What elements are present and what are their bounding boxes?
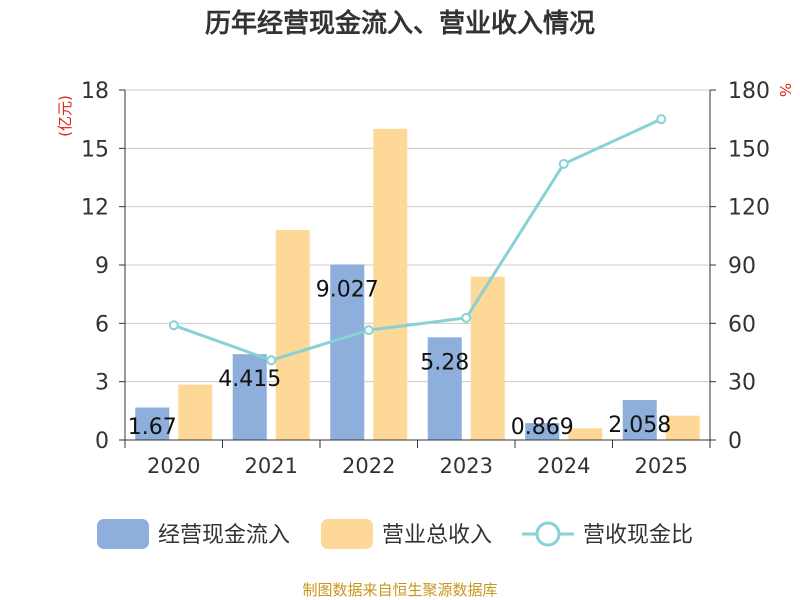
line-point	[266, 355, 277, 366]
right-axis-tick-label: 120	[728, 196, 770, 221]
line-point	[656, 114, 667, 125]
source-note: 制图数据来自恒生聚源数据库	[302, 581, 497, 599]
bar-operating-cash-inflow	[525, 423, 560, 440]
bar-operating-cash-inflow	[135, 407, 170, 440]
left-axis-tick-label: 15	[81, 137, 109, 162]
x-axis-tick-label: 2024	[537, 454, 590, 478]
x-axis-tick-label: 2023	[440, 454, 493, 478]
bar-operating-cash-inflow	[622, 399, 657, 440]
bar-total-revenue	[178, 384, 213, 440]
bar-total-revenue	[275, 230, 310, 440]
right-axis-tick-label: 150	[728, 137, 770, 162]
left-axis-unit: (亿元)	[56, 95, 74, 137]
bar-total-revenue	[568, 428, 603, 440]
data-labels: 1.67 4.415 9.027 5.28 0.869 2.058	[128, 277, 671, 440]
left-axis-tick-label: 12	[81, 196, 109, 221]
x-axis-tick-label: 2025	[635, 454, 688, 478]
bar-operating-cash-inflow	[427, 337, 462, 440]
legend-label: 营收现金比	[583, 523, 693, 548]
x-axis-tick-label: 2021	[245, 454, 298, 478]
data-label: 2.058	[608, 413, 671, 438]
x-axis-tick-label: 2022	[342, 454, 395, 478]
right-axis-unit: %	[776, 83, 794, 97]
left-axis-tick-label: 6	[95, 312, 109, 337]
bar-operating-cash-inflow	[232, 354, 267, 440]
line-point	[461, 312, 472, 323]
line-point	[558, 158, 569, 169]
right-axis-tick-label: 30	[728, 371, 756, 396]
right-axis-tick-label: 180	[728, 79, 770, 104]
data-label: 0.869	[511, 415, 574, 440]
line-series	[168, 114, 667, 366]
bar-total-revenue	[665, 415, 700, 440]
line-point	[168, 320, 179, 331]
data-label: 1.67	[128, 415, 177, 440]
legend: 经营现金流入 营业总收入 营收现金比	[97, 519, 693, 549]
data-label: 4.415	[218, 367, 281, 392]
bars	[135, 128, 700, 440]
data-label: 9.027	[316, 277, 379, 302]
legend-label: 营业总收入	[382, 523, 492, 548]
left-axis-tick-label: 9	[95, 254, 109, 279]
line-point	[363, 325, 374, 336]
legend-label: 经营现金流入	[158, 523, 290, 548]
legend-swatch-total-revenue	[321, 519, 373, 549]
grid	[125, 89, 710, 383]
right-axis-tick-label: 0	[728, 429, 742, 454]
left-axis-tick-label: 3	[95, 371, 109, 396]
x-axis-tick-label: 2020	[147, 454, 200, 478]
line-revenue-cash-ratio	[173, 117, 662, 362]
data-label: 5.28	[420, 350, 469, 375]
bar-total-revenue	[373, 128, 408, 440]
legend-marker-revenue-cash-ratio	[535, 521, 561, 547]
right-axis-tick-label: 60	[728, 312, 756, 337]
left-axis-tick-label: 0	[95, 429, 109, 454]
right-axis-tick-label: 90	[728, 254, 756, 279]
bar-operating-cash-inflow	[330, 264, 365, 440]
legend-swatch-operating-cash-inflow	[97, 519, 149, 549]
chart-title: 历年经营现金流入、营业收入情况	[205, 8, 595, 39]
left-axis-tick-label: 18	[81, 79, 109, 104]
